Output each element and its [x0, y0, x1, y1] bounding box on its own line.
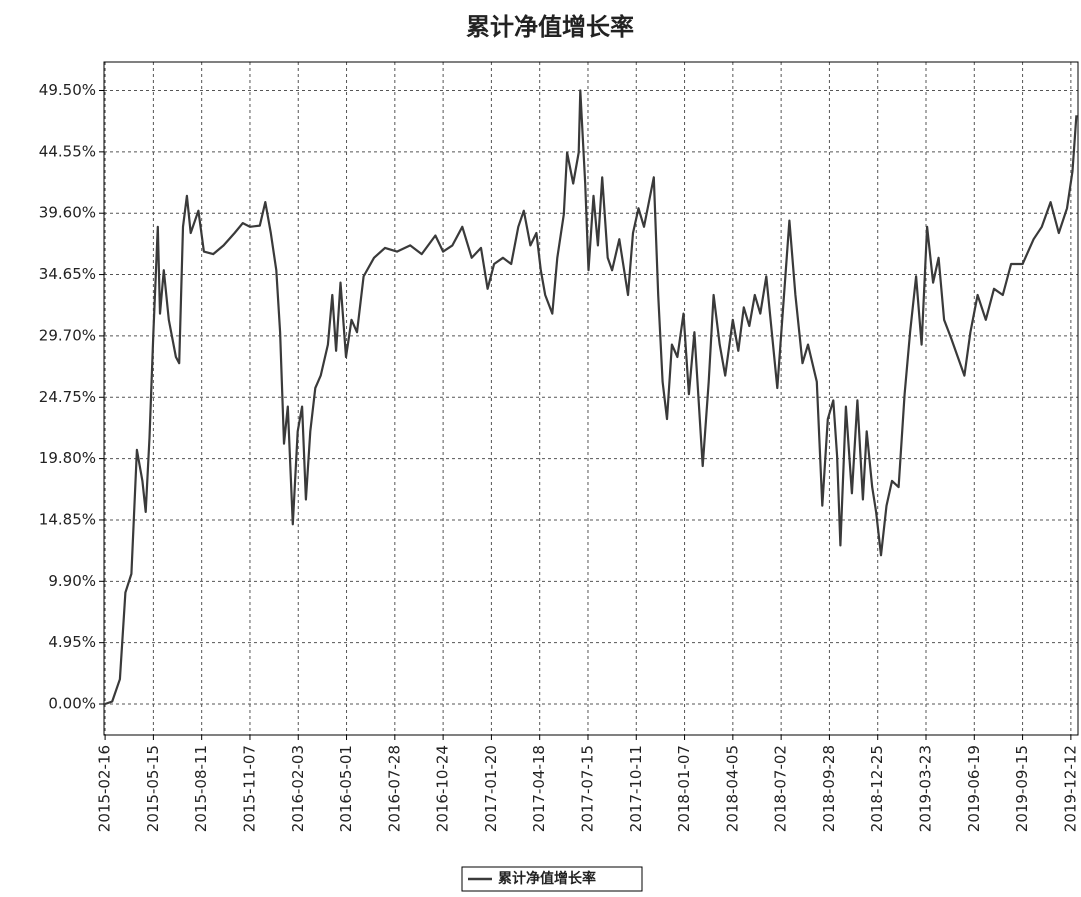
chart-title: 累计净值增长率 [466, 13, 634, 41]
x-tick-label: 2017-10-11 [627, 745, 645, 832]
y-tick-label: 29.70% [39, 326, 96, 344]
x-tick-label: 2019-12-12 [1061, 745, 1079, 832]
x-tick-label: 2019-09-15 [1013, 745, 1031, 832]
x-tick-label: 2017-01-20 [482, 745, 500, 832]
x-tick-label: 2016-02-03 [289, 745, 307, 832]
x-tick-label: 2018-07-02 [772, 745, 790, 832]
plot-border [103, 61, 1079, 736]
y-tick-label: 39.60% [39, 204, 96, 222]
x-tick-label: 2018-09-28 [820, 745, 838, 832]
y-tick-label: 0.00% [48, 695, 96, 713]
x-tick-label: 2015-11-07 [240, 745, 258, 832]
y-tick-label: 4.95% [48, 633, 96, 651]
x-tick-label: 2015-05-15 [144, 745, 162, 832]
legend: 累计净值增长率 [461, 866, 643, 892]
x-tick-label: 2016-05-01 [337, 745, 355, 832]
x-tick-label: 2018-01-07 [675, 745, 693, 832]
x-tick-label: 2018-04-05 [723, 745, 741, 832]
y-tick-label: 14.85% [39, 510, 96, 528]
x-tick-label: 2019-06-19 [965, 745, 983, 832]
y-tick-label: 44.55% [39, 142, 96, 160]
x-tick-label: 2018-12-25 [868, 745, 886, 832]
x-tick-label: 2019-03-23 [917, 745, 935, 832]
y-tick-label: 24.75% [39, 388, 96, 406]
x-tick-label: 2015-08-11 [192, 745, 210, 832]
y-tick-label: 34.65% [39, 265, 96, 283]
data-line [104, 89, 1078, 706]
x-tick-label: 2017-07-15 [578, 745, 596, 832]
legend-label: 累计净值增长率 [498, 870, 596, 887]
x-tick-label: 2016-10-24 [434, 745, 452, 832]
x-tick-label: 2017-04-18 [530, 745, 548, 832]
y-tick-label: 49.50% [39, 81, 96, 99]
y-tick-label: 9.90% [48, 572, 96, 590]
y-tick-label: 19.80% [39, 449, 96, 467]
x-tick-label: 2016-07-28 [385, 745, 403, 832]
x-tick-label: 2015-02-16 [96, 745, 114, 832]
plot-area [104, 62, 1078, 735]
